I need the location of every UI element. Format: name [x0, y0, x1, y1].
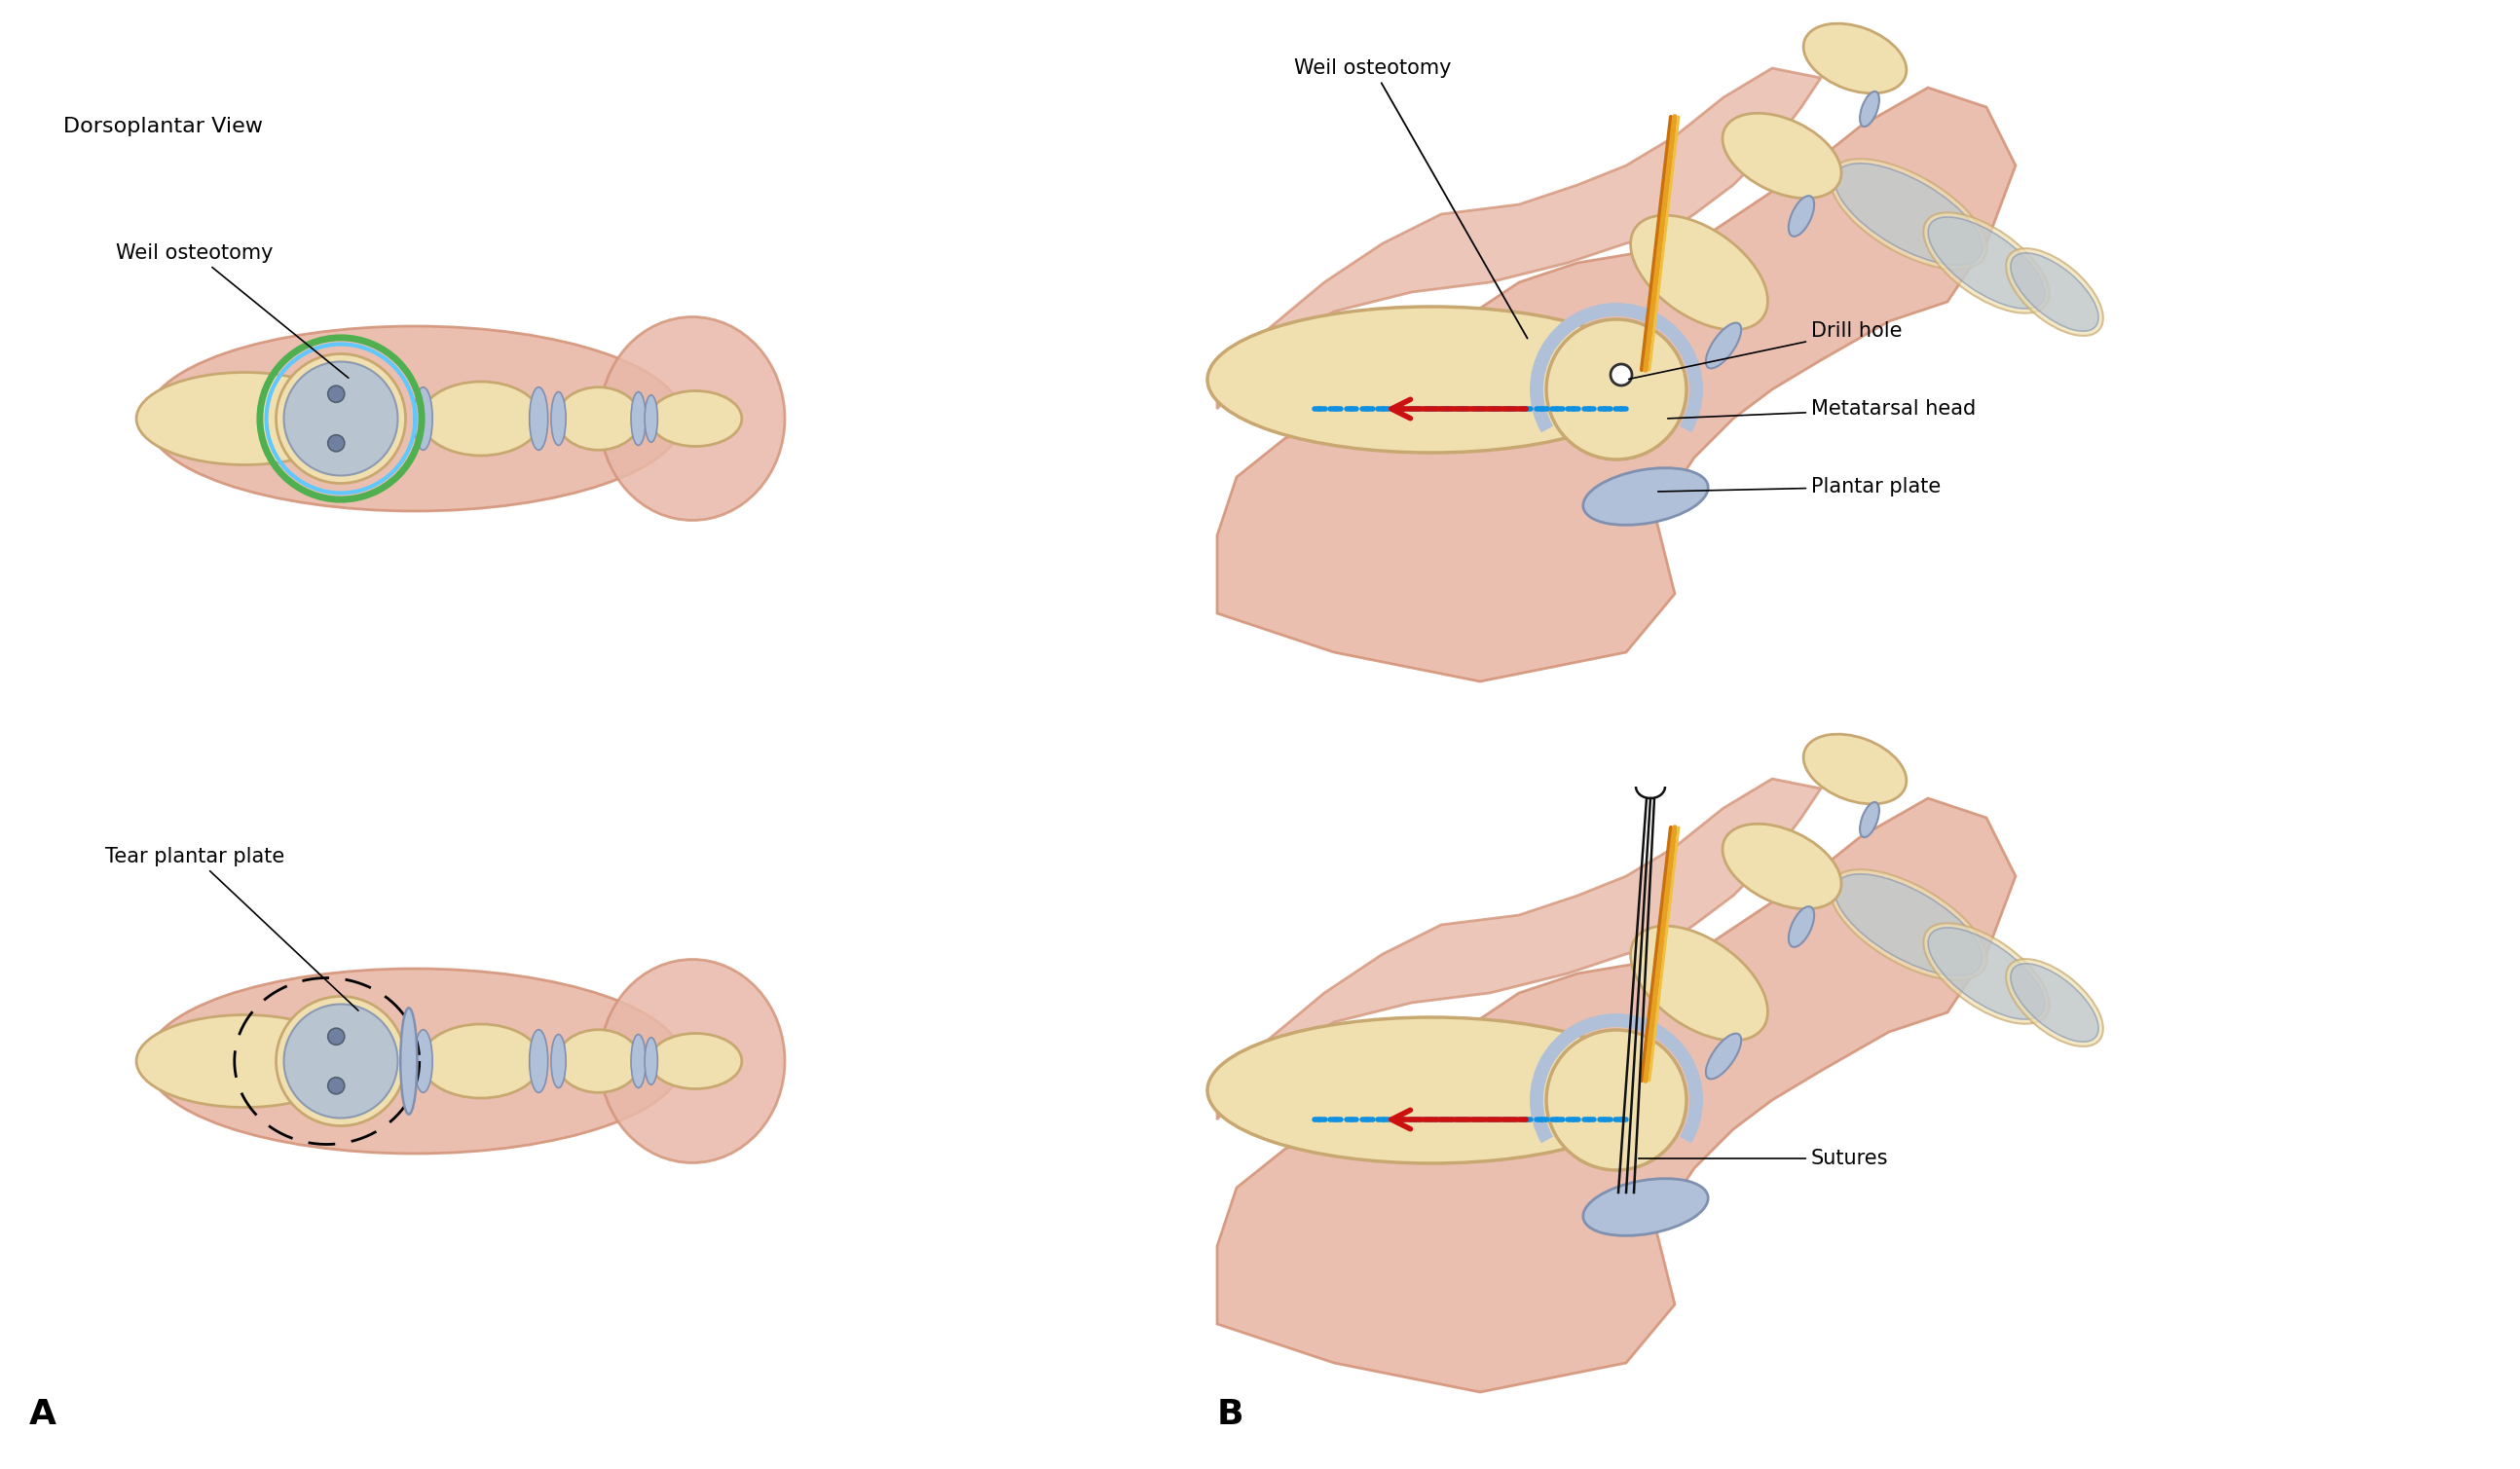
- Ellipse shape: [1835, 874, 1983, 975]
- Circle shape: [328, 1077, 345, 1094]
- Ellipse shape: [529, 388, 547, 450]
- Ellipse shape: [1928, 217, 2044, 308]
- Ellipse shape: [1724, 824, 1842, 909]
- Text: A: A: [30, 1398, 55, 1431]
- Circle shape: [277, 996, 406, 1125]
- Ellipse shape: [630, 1034, 645, 1089]
- Ellipse shape: [1928, 927, 2044, 1019]
- Ellipse shape: [413, 1030, 433, 1093]
- Circle shape: [277, 354, 406, 483]
- Text: B: B: [1217, 1398, 1245, 1431]
- Ellipse shape: [650, 1033, 741, 1089]
- Text: Drill hole: Drill hole: [1628, 322, 1903, 379]
- Ellipse shape: [650, 391, 741, 447]
- Ellipse shape: [1630, 925, 1767, 1040]
- Text: Weil osteotomy: Weil osteotomy: [1295, 59, 1527, 338]
- Polygon shape: [1217, 68, 1822, 408]
- Ellipse shape: [2006, 248, 2104, 336]
- Ellipse shape: [1830, 159, 1986, 269]
- Circle shape: [328, 435, 345, 451]
- Circle shape: [328, 386, 345, 403]
- Ellipse shape: [2011, 253, 2099, 331]
- Ellipse shape: [645, 1037, 658, 1084]
- Ellipse shape: [401, 1008, 418, 1115]
- Ellipse shape: [600, 317, 784, 520]
- Ellipse shape: [1923, 923, 2049, 1024]
- Ellipse shape: [1706, 1034, 1741, 1080]
- Text: Sutures: Sutures: [1638, 1149, 1887, 1168]
- Ellipse shape: [1630, 216, 1767, 331]
- Ellipse shape: [1789, 195, 1814, 237]
- Ellipse shape: [1923, 213, 2049, 313]
- Ellipse shape: [136, 372, 353, 464]
- Polygon shape: [1217, 779, 1822, 1119]
- Ellipse shape: [413, 388, 433, 450]
- Ellipse shape: [600, 959, 784, 1163]
- Ellipse shape: [1804, 24, 1908, 94]
- Ellipse shape: [146, 326, 683, 511]
- Ellipse shape: [421, 382, 542, 455]
- Text: Weil osteotomy: Weil osteotomy: [116, 244, 348, 378]
- Ellipse shape: [1207, 307, 1656, 452]
- Ellipse shape: [552, 1034, 567, 1089]
- Ellipse shape: [1207, 1018, 1656, 1163]
- Ellipse shape: [1583, 469, 1709, 524]
- Ellipse shape: [630, 392, 645, 445]
- Circle shape: [285, 1005, 398, 1118]
- Ellipse shape: [1860, 802, 1880, 837]
- Ellipse shape: [1706, 323, 1741, 369]
- Ellipse shape: [557, 388, 640, 450]
- Circle shape: [1547, 1030, 1686, 1171]
- Ellipse shape: [2006, 959, 2104, 1046]
- Ellipse shape: [1804, 734, 1908, 804]
- Ellipse shape: [1789, 906, 1814, 948]
- Polygon shape: [1217, 798, 2016, 1393]
- Ellipse shape: [1830, 870, 1986, 980]
- Text: Plantar plate: Plantar plate: [1658, 477, 1940, 497]
- Ellipse shape: [552, 392, 567, 445]
- Ellipse shape: [557, 1030, 640, 1093]
- Text: Dorsoplantar View: Dorsoplantar View: [63, 118, 262, 137]
- Ellipse shape: [645, 395, 658, 442]
- Ellipse shape: [1835, 163, 1983, 264]
- Ellipse shape: [1583, 1178, 1709, 1235]
- Ellipse shape: [146, 968, 683, 1153]
- Ellipse shape: [1860, 91, 1880, 126]
- Ellipse shape: [529, 1030, 547, 1093]
- Circle shape: [328, 1028, 345, 1044]
- Polygon shape: [1217, 88, 2016, 682]
- Ellipse shape: [1724, 113, 1842, 198]
- Circle shape: [1610, 364, 1633, 385]
- Ellipse shape: [2011, 964, 2099, 1042]
- Ellipse shape: [421, 1024, 542, 1099]
- Circle shape: [285, 361, 398, 476]
- Text: Metatarsal head: Metatarsal head: [1668, 400, 1976, 419]
- Text: Tear plantar plate: Tear plantar plate: [106, 848, 358, 1011]
- Ellipse shape: [136, 1015, 353, 1108]
- Circle shape: [1547, 319, 1686, 460]
